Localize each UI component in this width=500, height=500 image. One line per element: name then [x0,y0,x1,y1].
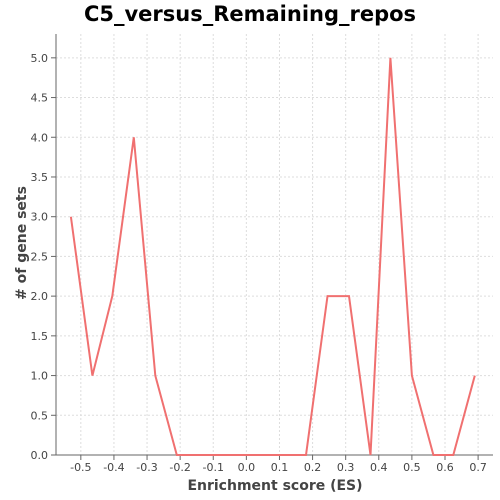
y-tick-label: 2.5 [31,250,49,263]
y-tick-label: 1.0 [31,370,49,383]
x-tick-label: 0.0 [238,461,256,474]
x-tick-label: 0.1 [271,461,289,474]
x-tick-label: -0.4 [103,461,124,474]
x-tick-label: -0.3 [136,461,157,474]
x-tick-label: -0.5 [70,461,91,474]
x-tick-label: 0.2 [304,461,322,474]
x-tick-label: 0.3 [337,461,355,474]
series-layer [69,57,476,456]
grid [56,34,493,456]
axes: -0.5 -0.4 -0.3 -0.2 -0.1 0.0 0.1 0.2 0.3 0.4 0.5 0.… [31,34,493,474]
y-tick-label: 2.0 [31,290,49,303]
y-tick-label: 0.0 [31,449,49,462]
x-tick-label: 0.4 [370,461,388,474]
y-tick-label: 1.5 [31,330,49,343]
x-tick-label: -0.2 [169,461,190,474]
chart-title: C5_versus_Remaining_repos [84,2,416,26]
y-tick-label: 3.5 [31,171,49,184]
x-axis-label: Enrichment score (ES) [187,478,362,494]
x-tick-label: -0.1 [203,461,224,474]
x-tick-label: 0.5 [403,461,421,474]
x-tick-label: 0.7 [469,461,487,474]
y-tick-label: 5.0 [31,52,49,65]
y-tick-label: 3.0 [31,211,49,224]
y-tick-label: 4.0 [31,131,49,144]
y-tick-label: 0.5 [31,409,49,422]
y-tick-label: 4.5 [31,92,49,105]
y-axis-label: # of gene sets [14,186,30,300]
series-line [69,57,476,456]
x-tick-label: 0.6 [436,461,454,474]
